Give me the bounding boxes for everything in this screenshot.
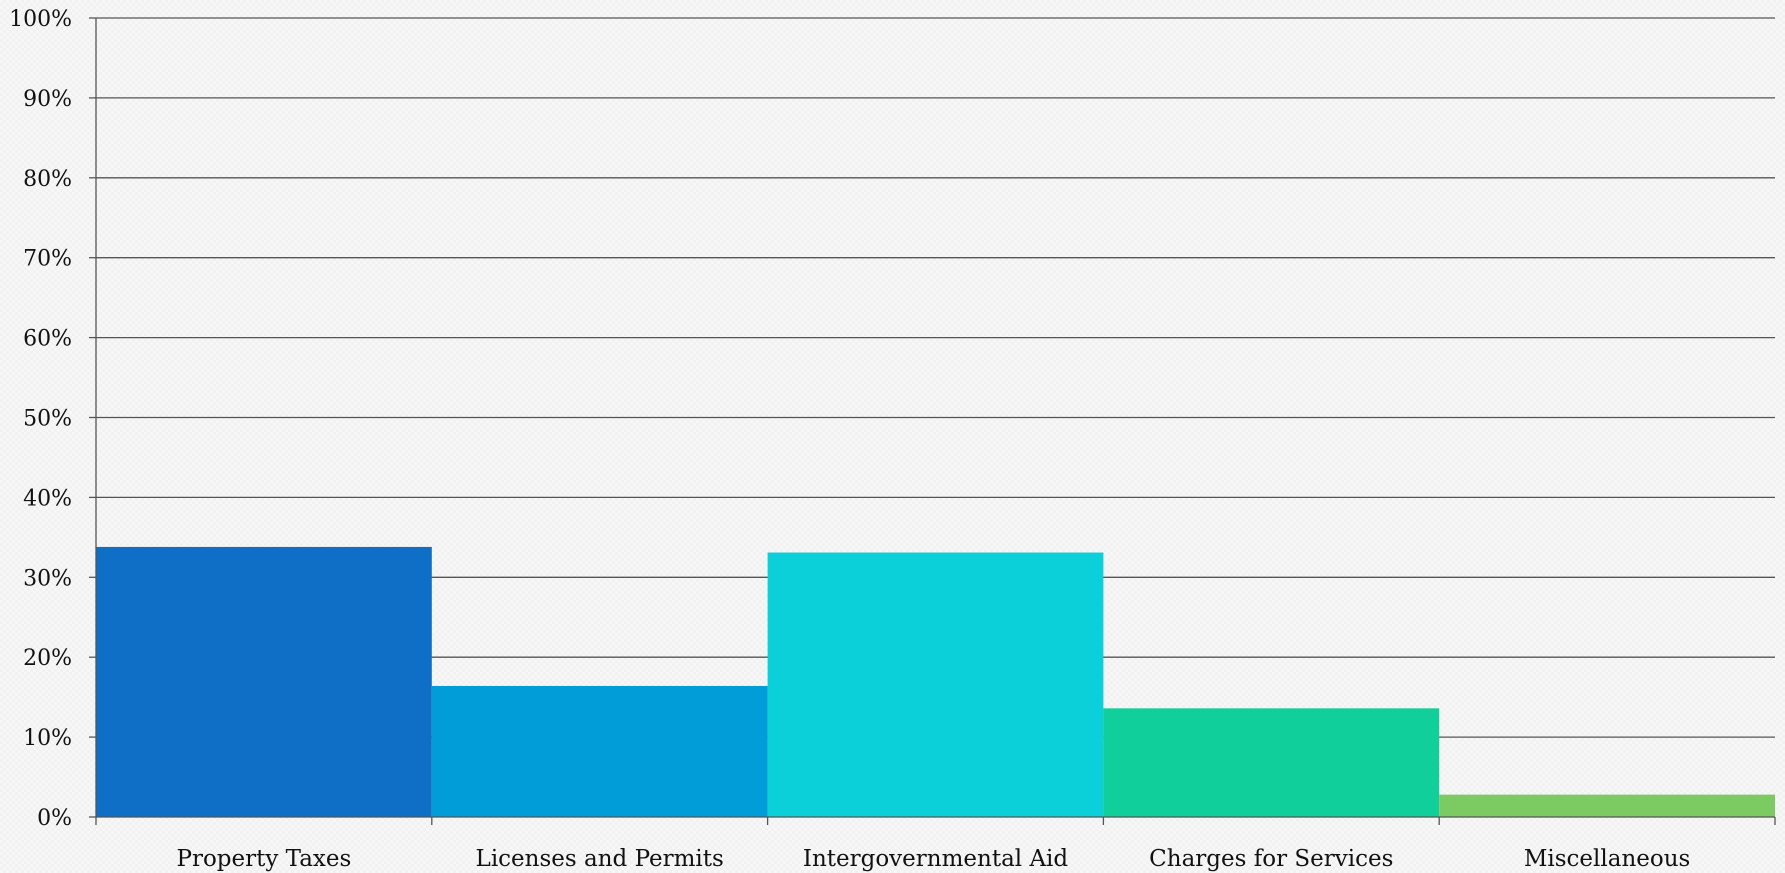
y-tick-label: 90% bbox=[23, 87, 72, 112]
y-tick-label: 30% bbox=[23, 566, 72, 591]
y-tick-label: 10% bbox=[23, 726, 72, 751]
y-axis-tick-labels: 0% 10% 20% 30% 40% 50% 60% 70% 80% 90% 100% bbox=[9, 7, 72, 831]
x-category-label: Charges for Services bbox=[1149, 846, 1393, 872]
x-category-label: Miscellaneous bbox=[1524, 846, 1691, 872]
axes bbox=[89, 17, 1776, 825]
y-tick-label: 70% bbox=[23, 247, 72, 272]
y-tick-label: 100% bbox=[9, 7, 72, 32]
x-category-label: Licenses and Permits bbox=[476, 846, 724, 872]
x-category-label: Property Taxes bbox=[176, 846, 351, 872]
bar bbox=[96, 546, 432, 817]
y-tick-label: 20% bbox=[23, 646, 72, 671]
bar bbox=[767, 552, 1104, 817]
y-tick-label: 40% bbox=[23, 486, 72, 511]
bars bbox=[96, 546, 1775, 817]
bar bbox=[1103, 708, 1440, 817]
y-tick-label: 50% bbox=[23, 407, 72, 432]
y-tick-label: 60% bbox=[23, 327, 72, 352]
y-tick-label: 80% bbox=[23, 167, 72, 192]
y-tick-label: 0% bbox=[37, 806, 72, 831]
bar bbox=[1439, 794, 1775, 817]
bar bbox=[431, 685, 768, 817]
x-axis-category-labels: Property Taxes Licenses and Permits Interg… bbox=[176, 846, 1690, 872]
x-category-label: Intergovernmental Aid bbox=[803, 846, 1069, 872]
